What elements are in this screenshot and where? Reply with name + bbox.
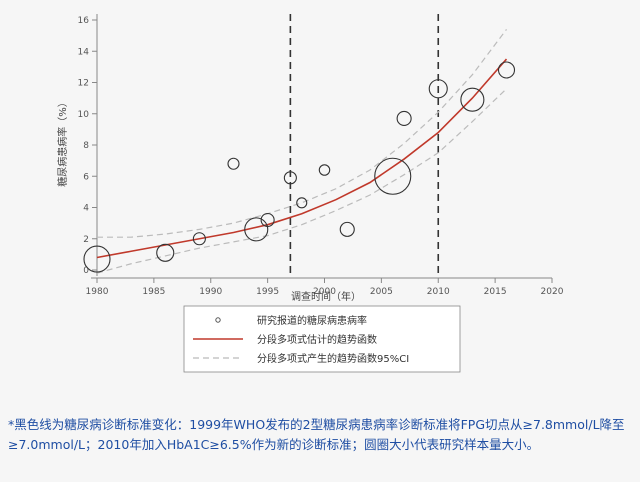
y-tick-label: 2 [83, 235, 89, 245]
y-tick-label: 12 [78, 79, 89, 89]
x-tick-label: 2020 [541, 287, 564, 297]
x-tick-label: 2015 [484, 287, 507, 297]
y-tick-label: 4 [83, 204, 89, 214]
study-point [156, 243, 175, 262]
x-tick-label: 1990 [199, 287, 222, 297]
legend-label-trend: 分段多项式估计的趋势函数 [257, 333, 377, 346]
study-point [339, 221, 355, 237]
footnote: *黑色线为糖尿病诊断标准变化：1999年WHO发布的2型糖尿病患病率诊断标准将F… [8, 417, 625, 452]
axes: 0 2 4 6 8 10 12 14 16 1980 1985 1990 1995 2000 2005 201… [78, 14, 564, 297]
plot-area [83, 14, 516, 278]
study-point [396, 110, 412, 126]
ci-lower-line [96, 88, 507, 274]
x-tick-label: 1995 [256, 287, 279, 297]
study-point [318, 164, 331, 176]
study-point [192, 232, 206, 246]
study-point [428, 79, 448, 99]
x-tick-label: 2000 [313, 287, 336, 297]
trend-line [96, 58, 508, 259]
x-axis-label: 调查时间（年） [291, 290, 361, 303]
study-point [296, 197, 308, 209]
study-point [244, 217, 269, 242]
study-point [227, 157, 240, 170]
legend: 研究报道的糖尿病患病率 分段多项式估计的趋势函数 分段多项式产生的趋势函数95%… [183, 305, 461, 373]
study-point [283, 171, 297, 185]
y-tick-label: 10 [78, 110, 90, 120]
y-tick-label: 8 [83, 141, 89, 151]
y-tick-label: 0 [83, 266, 89, 276]
y-tick-label: 16 [78, 16, 90, 26]
x-tick-label: 1985 [142, 287, 165, 297]
study-point [374, 157, 412, 195]
chart: 0 2 4 6 8 10 12 14 16 1980 1985 1990 1995 2000 2005 201… [56, 14, 564, 373]
legend-marker-studies [215, 317, 221, 323]
study-point [497, 61, 516, 79]
y-tick-label: 14 [78, 47, 90, 57]
y-tick-label: 6 [83, 172, 89, 182]
study-point [260, 212, 275, 228]
legend-label-studies: 研究报道的糖尿病患病率 [257, 314, 367, 327]
x-tick-label: 1980 [86, 287, 109, 297]
ci-upper-line [97, 29, 507, 238]
x-tick-label: 2005 [370, 287, 393, 297]
study-point [460, 87, 485, 112]
legend-label-ci: 分段多项式产生的趋势函数95%CI [257, 352, 409, 365]
y-axis-label: 糖尿病患病率（%） [56, 97, 69, 187]
x-tick-label: 2010 [427, 287, 450, 297]
study-point [83, 245, 111, 273]
